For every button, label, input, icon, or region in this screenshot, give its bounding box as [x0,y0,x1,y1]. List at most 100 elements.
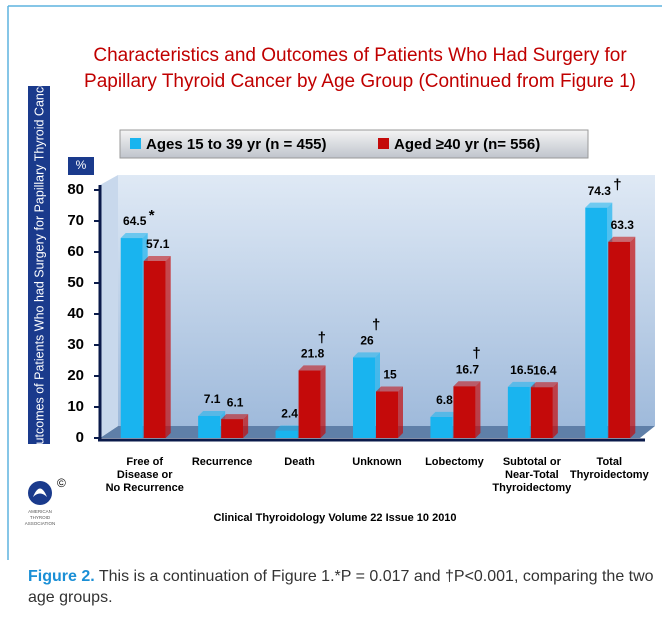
bar [608,236,636,438]
x-tick-label: Thyroidectomy [570,469,650,481]
x-tick-label: Lobectomy [425,456,485,468]
bar-face [275,430,298,438]
bar-face [376,391,398,438]
value-label: 63.3 [611,218,635,232]
bar-face [120,233,148,239]
value-label: 6.8 [436,393,453,407]
y-axis-label: Outcomes of Patients Who had Surgery for… [32,76,46,454]
value-label: 15 [383,368,397,382]
value-label: 16.5 [510,363,534,377]
value-label: 57.1 [146,237,170,251]
x-tick-label: Recurrence [192,456,253,468]
bar-face [165,255,171,438]
chart: Characteristics and Outcomes of Patients… [7,5,662,560]
bar-face [507,386,530,438]
bar-face [585,202,613,208]
bar [453,381,481,438]
y-tick-label: 20 [67,367,84,384]
y-tick-label: 50 [67,274,84,291]
value-label: 16.7 [456,362,480,376]
x-tick-label: Disease or [117,469,173,481]
bar [353,352,380,438]
bar-face [453,386,476,438]
bar [275,425,303,438]
bar [507,381,535,438]
bar-face [143,255,171,261]
value-label: 26 [360,334,374,348]
bar-face [585,207,608,438]
y-tick-label: 30 [67,336,84,353]
value-label: 7.1 [204,392,221,406]
significance-marker: † [318,329,326,346]
x-tick-label: Death [284,456,315,468]
bar-face [298,370,321,438]
bar-face [243,414,249,438]
significance-marker: † [472,345,480,362]
y-unit: % [76,158,87,172]
x-tick-label: Total [597,456,622,468]
bar-face [530,387,553,438]
legend-swatch [130,138,141,149]
value-label: 16.4 [533,363,557,377]
bar [143,255,171,438]
significance-marker: * [149,207,155,224]
bar-face [530,382,558,388]
bar-face [376,386,403,392]
significance-marker: † [372,316,380,333]
bar-face [320,365,326,438]
logo-text: AMERICAN [28,509,52,514]
logo-symbol: © [57,476,66,490]
chart-title: Characteristics and Outcomes of Patients… [93,45,627,66]
caption-text: This is a continuation of Figure 1.*P = … [28,568,654,606]
unit-box [68,157,94,175]
bar-face [198,415,221,438]
x-tick-label: No Recurrence [106,482,184,494]
bar [221,414,249,438]
bar-face [430,411,458,417]
bar-face [507,381,535,387]
bar [376,386,403,438]
chart-title: Papillary Thyroid Cancer by Age Group (C… [84,71,636,92]
logo-shape [33,488,47,497]
bar-face [353,352,380,358]
value-label: 2.4 [281,407,298,421]
y-tick-label: 60 [67,243,84,260]
bar-face [221,414,249,420]
value-label: 64.5 [123,214,147,228]
value-label: 6.1 [227,395,244,409]
bar-face [298,365,326,371]
ylabel-box [28,86,50,444]
source: Clinical Thyroidology Volume 22 Issue 10… [213,512,456,524]
bar-face [353,357,375,438]
bar-face [430,416,453,438]
caption: Figure 2. This is a continuation of Figu… [28,566,658,608]
bar-face [608,241,631,438]
bar-face [552,382,558,438]
bar-face [221,419,244,438]
bar [585,202,613,438]
legend [119,129,589,159]
logo-text: THYROID [30,515,51,520]
x-tick-label: Near-Total [505,469,559,481]
value-label: 74.3 [588,184,612,198]
value-label: 21.8 [301,347,325,361]
bar-face [198,410,226,416]
back-wall [118,175,655,426]
legend-label: Aged ≥40 yr (n= 556) [394,136,540,153]
caption-label: Figure 2. [28,568,95,585]
bar-face [608,236,636,242]
bar [430,411,458,438]
x-tick-label: Unknown [352,456,402,468]
bar [530,382,558,438]
significance-marker: † [613,177,621,194]
bar-face [120,238,143,438]
bar [198,410,226,438]
logo-text: ASSOCIATION [25,521,55,526]
x-tick-label: Thyroidectomy [492,482,572,494]
y-tick-label: 0 [76,429,84,446]
x-tick-label: Free of [126,456,163,468]
bar [120,233,148,438]
y-tick-label: 10 [67,398,84,415]
bar [298,365,326,438]
